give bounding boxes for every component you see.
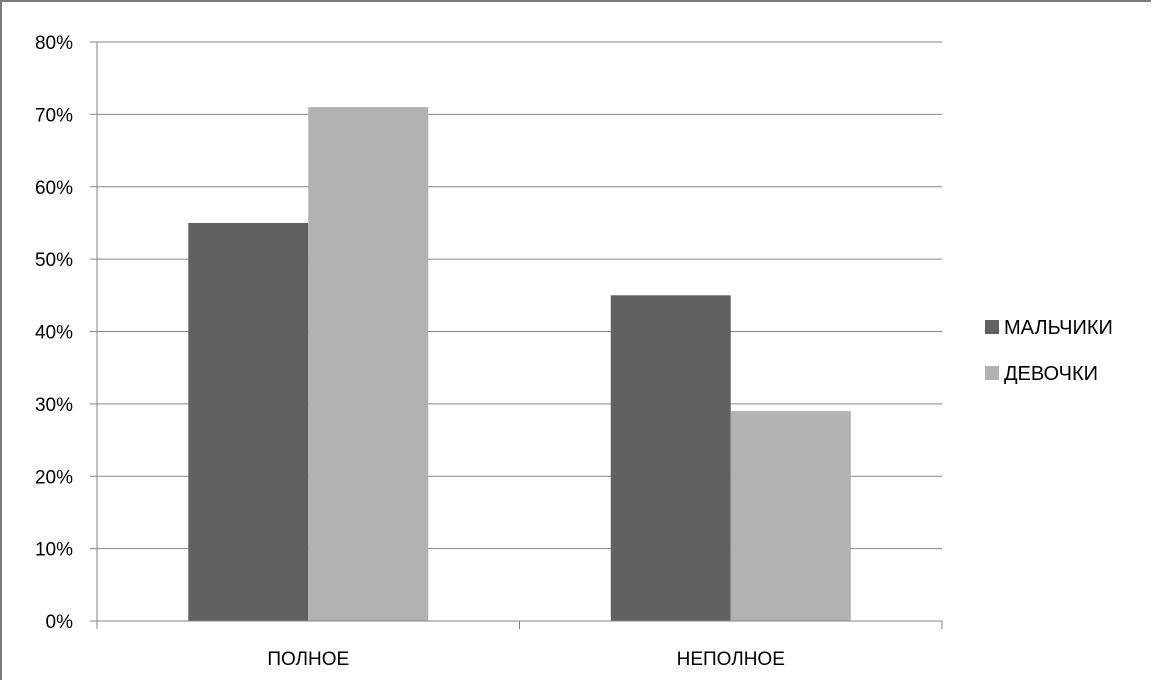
y-axis-tick-labels: 0% 10% 20% 30% 40% 50% 60% 70% 80% [35, 33, 73, 633]
legend-label: ДЕВОЧКИ [1004, 363, 1098, 385]
y-tick-label: 40% [35, 323, 73, 344]
x-tick-label: НЕПОЛНОЕ [677, 649, 785, 670]
y-tick-label: 30% [35, 395, 73, 416]
y-tick-label: 60% [35, 178, 73, 199]
y-tick-label: 50% [35, 250, 73, 271]
y-tick-label: 10% [35, 540, 73, 561]
y-tick-label: 70% [35, 105, 73, 126]
axes [90, 41, 943, 629]
y-tick-label: 0% [46, 612, 74, 633]
bar [730, 411, 851, 621]
y-tick-label: 80% [35, 33, 73, 54]
x-tick-label: ПОЛНОЕ [267, 649, 349, 670]
bar [610, 295, 731, 621]
y-tick-label: 20% [35, 467, 73, 488]
legend-label: МАЛЬЧИКИ [1004, 317, 1113, 339]
bars [188, 107, 851, 621]
bar [188, 222, 309, 621]
legend-swatch [985, 320, 999, 334]
legend-swatch [985, 366, 999, 380]
legend: МАЛЬЧИКИ ДЕВОЧКИ [985, 317, 1113, 385]
x-axis-tick-labels: ПОЛНОЕ НЕПОЛНОЕ [267, 649, 785, 670]
bar [308, 107, 429, 621]
